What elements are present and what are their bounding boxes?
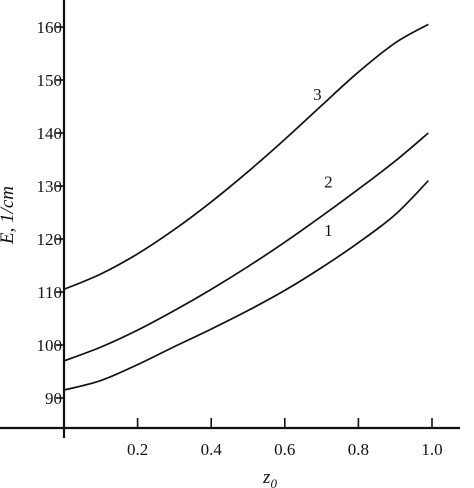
curves	[63, 23, 429, 391]
curve-label-1: 1	[324, 221, 333, 240]
curve-labels: 1 2 3	[313, 85, 333, 240]
y-tick-label: 90	[45, 389, 62, 408]
x-tick-label: 0.4	[201, 440, 223, 459]
y-tick-label: 140	[37, 124, 63, 143]
curve-3	[63, 23, 429, 291]
x-axis-title-subscript: 0	[270, 476, 277, 488]
curve-label-3: 3	[313, 85, 322, 104]
x-tick-label: 1.0	[421, 440, 442, 459]
y-tick-label: 110	[37, 283, 62, 302]
x-axis-title-main: z	[262, 467, 271, 488]
y-tick-label: 120	[37, 230, 63, 249]
curve-1	[63, 180, 429, 391]
y-axis-title: E, 1/cm	[0, 186, 18, 245]
x-axis-ticks: 0.2 0.4 0.6 0.8 1.0	[127, 418, 443, 459]
x-tick-label: 0.8	[348, 440, 369, 459]
y-axis-ticks: 90 100 110 120 130 140 150 160	[37, 18, 64, 408]
x-tick-label: 0.2	[127, 440, 148, 459]
y-tick-label: 130	[37, 177, 63, 196]
x-tick-label: 0.6	[274, 440, 295, 459]
curve-label-2: 2	[324, 172, 333, 191]
y-tick-label: 160	[37, 18, 63, 37]
x-axis-title: z0	[262, 467, 277, 488]
curve-2	[63, 132, 429, 362]
y-tick-label: 100	[37, 336, 63, 355]
y-tick-label: 150	[37, 71, 63, 90]
